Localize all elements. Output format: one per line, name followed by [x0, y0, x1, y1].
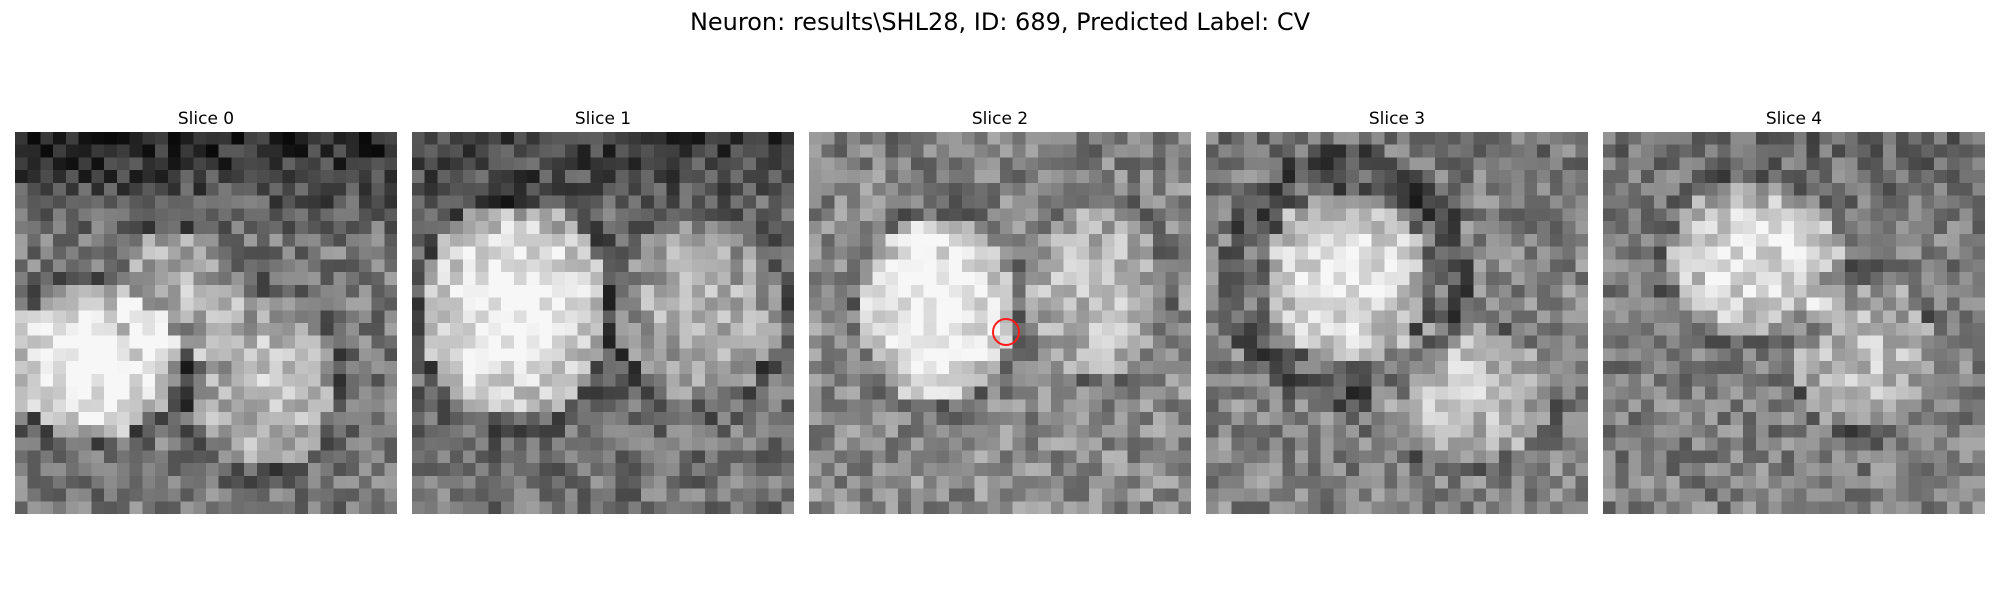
slice-image	[15, 132, 397, 514]
slice-panel-0: Slice 0	[15, 107, 397, 514]
slice-panel-4: Slice 4	[1603, 107, 1985, 514]
slice-title: Slice 3	[1368, 109, 1426, 129]
slice-title: Slice 2	[971, 109, 1029, 129]
slice-panel-3: Slice 3	[1206, 107, 1588, 514]
slice-title: Slice 4	[1765, 109, 1823, 129]
slice-image	[809, 132, 1191, 514]
slice-panel-2: Slice 2	[809, 107, 1191, 514]
slice-panel-1: Slice 1	[412, 107, 794, 514]
slice-image	[1603, 132, 1985, 514]
slice-image	[412, 132, 794, 514]
figure-title: Neuron: results\SHL28, ID: 689, Predicte…	[689, 8, 1311, 36]
slice-title: Slice 1	[574, 109, 632, 129]
slice-image	[1206, 132, 1588, 514]
slice-title: Slice 0	[177, 109, 235, 129]
